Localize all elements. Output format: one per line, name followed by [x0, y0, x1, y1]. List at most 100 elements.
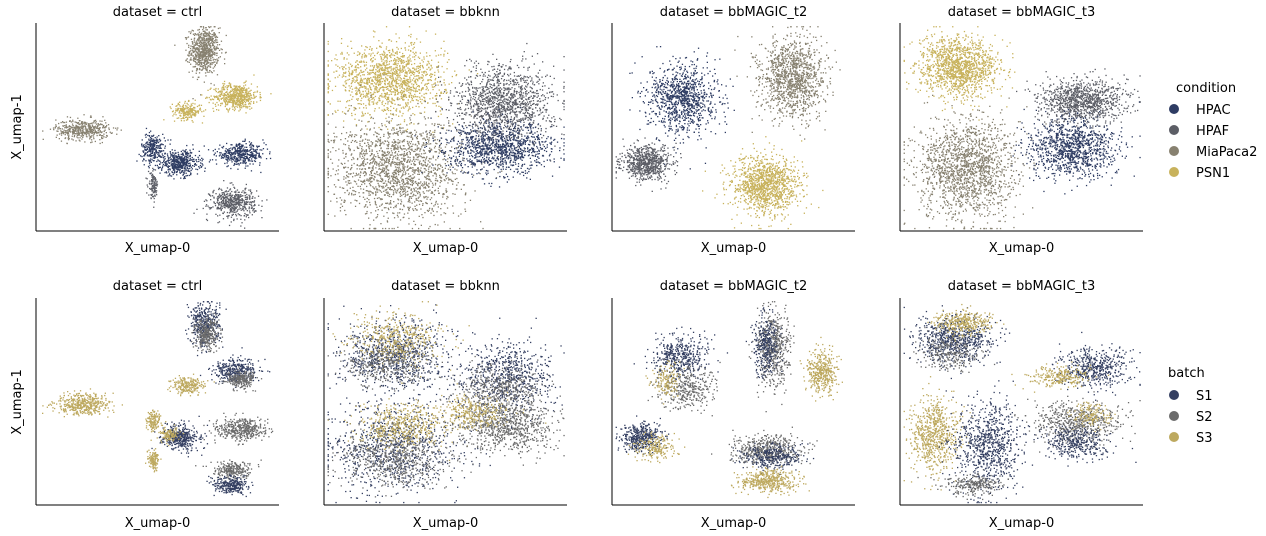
data-point	[184, 155, 186, 157]
data-point	[420, 82, 423, 84]
data-point	[153, 201, 155, 203]
data-point	[249, 160, 251, 162]
data-point	[227, 152, 229, 154]
data-point	[150, 197, 152, 199]
data-point	[91, 139, 93, 141]
data-point	[212, 192, 214, 194]
data-point	[356, 76, 358, 78]
data-point	[193, 59, 195, 62]
data-point	[253, 95, 255, 97]
data-point	[396, 78, 399, 80]
data-point	[414, 75, 416, 77]
data-point	[106, 134, 108, 137]
data-point	[440, 106, 442, 108]
data-point	[186, 169, 188, 172]
data-point	[379, 81, 381, 83]
data-point	[201, 32, 203, 34]
data-point	[416, 85, 419, 87]
data-point	[416, 75, 418, 77]
data-point	[256, 146, 259, 148]
data-point	[185, 60, 187, 62]
data-point	[408, 89, 410, 91]
data-point	[407, 101, 409, 104]
data-point	[344, 72, 347, 74]
data-point	[372, 52, 374, 54]
data-point	[244, 212, 246, 215]
data-point	[90, 141, 92, 144]
data-point	[365, 107, 367, 109]
data-point	[223, 101, 226, 103]
data-point	[388, 109, 390, 112]
data-point	[228, 85, 230, 87]
data-point	[244, 146, 246, 148]
data-point	[242, 146, 244, 148]
data-point	[151, 139, 153, 142]
data-point	[147, 151, 149, 153]
data-point	[201, 111, 203, 113]
data-point	[437, 54, 440, 56]
data-point	[417, 70, 419, 72]
data-point	[180, 165, 182, 167]
data-point	[179, 169, 181, 171]
data-point	[198, 166, 200, 168]
data-point	[224, 156, 226, 158]
data-point	[212, 45, 215, 47]
data-point	[72, 139, 74, 141]
data-point	[223, 93, 225, 95]
data-point	[186, 159, 188, 161]
data-point	[175, 110, 177, 112]
data-point	[162, 157, 165, 159]
data-point	[397, 73, 399, 75]
data-point	[210, 55, 213, 57]
data-point	[229, 188, 232, 190]
data-point	[190, 52, 192, 54]
data-point	[60, 140, 63, 142]
data-point	[95, 123, 98, 125]
data-point	[176, 105, 178, 107]
data-point	[366, 81, 368, 84]
data-point	[193, 50, 195, 53]
data-point	[411, 63, 413, 66]
data-point	[422, 67, 424, 69]
data-point	[185, 162, 187, 164]
data-point	[231, 97, 233, 99]
data-point	[147, 170, 150, 173]
data-point	[363, 78, 365, 80]
data-point	[327, 50, 329, 53]
data-point	[220, 94, 222, 96]
data-point	[82, 128, 84, 130]
data-point	[181, 158, 183, 161]
data-point	[248, 208, 250, 210]
data-point	[366, 94, 368, 96]
data-point	[400, 96, 402, 98]
data-point	[97, 124, 99, 127]
data-point	[188, 111, 190, 113]
data-point	[233, 91, 235, 93]
data-point	[413, 63, 416, 65]
data-point	[385, 26, 388, 28]
data-point	[97, 131, 99, 133]
data-point	[177, 102, 179, 105]
data-point	[228, 212, 231, 214]
data-point	[220, 206, 222, 208]
data-point	[231, 190, 233, 193]
data-point	[408, 59, 410, 61]
data-point	[233, 90, 235, 93]
data-point	[173, 172, 175, 174]
data-point	[412, 73, 415, 76]
data-point	[182, 117, 184, 119]
data-point	[207, 205, 209, 207]
data-point	[213, 35, 215, 37]
data-point	[83, 125, 85, 127]
data-point	[149, 141, 151, 144]
data-point	[245, 112, 247, 114]
data-point	[408, 45, 410, 47]
data-point	[81, 138, 83, 140]
data-point	[238, 99, 240, 101]
data-point	[331, 89, 334, 92]
data-point	[210, 195, 212, 197]
data-point	[236, 149, 238, 151]
data-point	[62, 121, 64, 123]
data-point	[230, 216, 233, 218]
data-point	[245, 151, 247, 153]
